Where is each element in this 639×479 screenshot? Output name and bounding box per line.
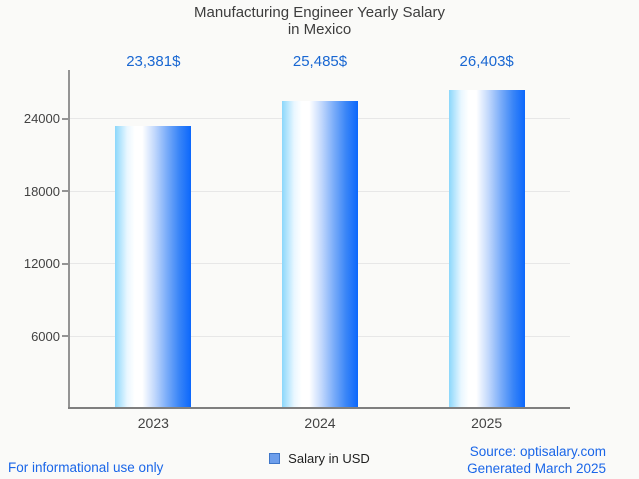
y-tick-mark-12000	[62, 262, 69, 265]
chart-title-line2: in Mexico	[287, 20, 352, 38]
legend[interactable]: Salary in USD	[0, 451, 639, 466]
y-tick-label-12000: 12000	[23, 256, 60, 272]
x-axis-label-2025: 2025	[471, 415, 503, 431]
x-axis-label-2023: 2023	[137, 415, 169, 431]
legend-marker-icon	[269, 453, 281, 464]
bar-2024	[282, 100, 358, 407]
x-axis-line	[68, 407, 570, 409]
y-tick-label-6000: 6000	[31, 328, 60, 344]
chart-title: Manufacturing Engineer Yearly Salary in …	[0, 4, 639, 38]
y-tick-label-18000: 18000	[23, 183, 60, 199]
value-label-2024: 25,485$	[292, 53, 348, 70]
bar-2025	[448, 89, 525, 407]
y-tick-mark-6000	[62, 335, 69, 338]
x-axis-label-2024: 2024	[304, 415, 336, 431]
disclaimer-text: For informational use only	[8, 460, 164, 475]
value-label-2023: 23,381$	[126, 53, 181, 70]
source-link[interactable]: Source: optisalary.com	[469, 444, 606, 459]
y-tick-mark-18000	[62, 190, 69, 193]
chart-title-line1: Manufacturing Engineer Yearly Salary	[194, 4, 445, 21]
y-axis-line	[68, 70, 70, 409]
bar-2023	[115, 125, 192, 407]
y-tick-mark-24000	[62, 117, 69, 120]
value-label-2025: 26,403$	[459, 53, 514, 70]
y-tick-label-24000: 24000	[23, 111, 60, 127]
legend-label: Salary in USD	[288, 451, 370, 466]
source-block: Source: optisalary.com Generated March 2…	[467, 443, 606, 477]
generated-date: Generated March 2025	[467, 461, 606, 476]
